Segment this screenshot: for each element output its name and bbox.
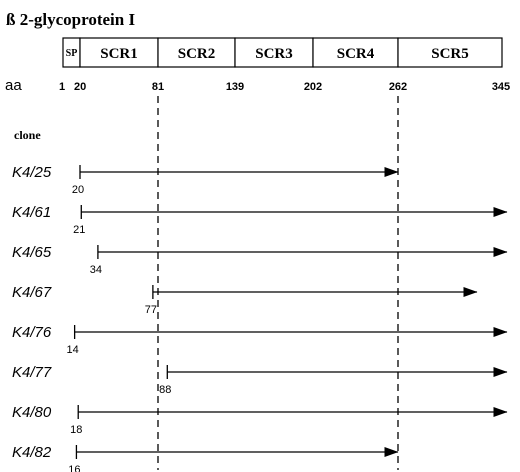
clone-column-header: clone <box>14 128 41 142</box>
clone-start-label: 77 <box>145 304 157 316</box>
clone-start-label: 18 <box>70 424 82 436</box>
clone-name: K4/67 <box>12 284 52 301</box>
clone-start-label: 14 <box>67 344 79 356</box>
clone-start-label: 16 <box>68 464 80 472</box>
domain-label-scr2: SCR2 <box>178 46 216 62</box>
domain-box-scr2 <box>157 37 236 68</box>
domain-label-scr5: SCR5 <box>431 46 469 62</box>
clone-start-label: 34 <box>90 264 102 276</box>
clone-name: K4/65 <box>12 244 52 261</box>
clone-row-K4-61: K4/61 21 <box>12 204 508 236</box>
clone-row-K4-80: K4/80 18 <box>12 404 508 436</box>
clone-row-K4-82: K4/82 16 <box>12 444 399 472</box>
aa-tick-262: 262 <box>389 81 407 93</box>
domain-box-scr4 <box>312 37 399 68</box>
clone-rows: K4/25 20 K4/61 21 K4/65 34 K4/67 77 K4/76 14 K4/77… <box>12 164 508 472</box>
aa-tick-20: 20 <box>74 81 86 93</box>
domain-label-scr4: SCR4 <box>337 46 375 62</box>
domain-label-sp: SP <box>66 48 78 59</box>
aa-tick-345: 345 <box>492 81 510 93</box>
clone-start-label: 88 <box>159 384 171 396</box>
aa-axis-label: aa <box>5 77 22 94</box>
clone-start-label: 20 <box>72 184 84 196</box>
clone-name: K4/61 <box>12 204 51 221</box>
clone-name: K4/76 <box>12 324 52 341</box>
aa-tick-139: 139 <box>226 81 244 93</box>
domain-boundary-lines <box>157 96 399 470</box>
clone-name: K4/25 <box>12 164 52 181</box>
aa-tick-labels: 1 20 81 139 202 262 345 <box>59 81 510 93</box>
aa-tick-1: 1 <box>59 81 65 93</box>
figure-title: ß 2-glycoprotein I <box>6 10 135 29</box>
clone-row-K4-77: K4/77 88 <box>12 364 508 396</box>
clone-name: K4/82 <box>12 444 52 461</box>
clone-row-K4-65: K4/65 34 <box>12 244 508 276</box>
domain-label-scr3: SCR3 <box>255 46 293 62</box>
domain-box-scr3 <box>234 37 314 68</box>
domain-box-scr5 <box>397 37 503 68</box>
aa-tick-202: 202 <box>304 81 322 93</box>
clone-start-label: 21 <box>73 224 85 236</box>
clone-row-K4-67: K4/67 77 <box>12 284 478 316</box>
clone-row-K4-25: K4/25 20 <box>12 164 399 196</box>
clone-name: K4/77 <box>12 364 52 381</box>
domain-bar: SP SCR1 SCR2 SCR3 SCR4 SCR5 <box>62 37 503 68</box>
clone-row-K4-76: K4/76 14 <box>12 324 508 356</box>
aa-tick-81: 81 <box>152 81 164 93</box>
domain-box-scr1 <box>79 37 159 68</box>
clone-name: K4/80 <box>12 404 52 421</box>
domain-label-scr1: SCR1 <box>100 46 138 62</box>
